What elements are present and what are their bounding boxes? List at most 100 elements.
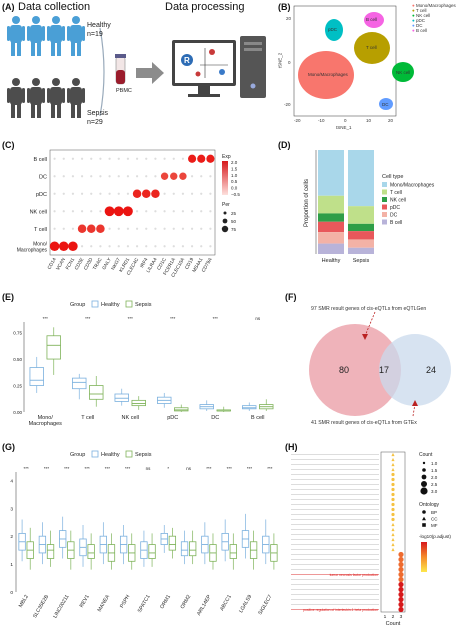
celltype-tick-0: B cell: [34, 157, 47, 163]
tsne-ylabel: tSNE_2: [277, 52, 283, 69]
dot-CD1C: [160, 172, 169, 180]
panel-a: (A) Data collection Data processing: [0, 0, 270, 135]
legend-swatch-5: [382, 219, 387, 225]
highlight-term-0: tumor necrosis factor production: [330, 573, 379, 577]
server-tower-icon: [240, 36, 266, 98]
xtick-5: PSPH: [119, 594, 131, 609]
cluster-label-bcell: B cell: [366, 17, 378, 22]
panel-f-label: (F): [285, 292, 297, 302]
dot-bg: [181, 157, 185, 160]
ontology-shape-2: [422, 523, 426, 527]
panel-b: (B) B cell pDC T cell Mono/Macrophages N…: [277, 0, 474, 135]
celltype-tick-1: DC: [39, 174, 47, 180]
dot-bg: [126, 192, 130, 195]
go-point: [391, 497, 395, 502]
gene-tick-CD1C: CD1C: [156, 257, 168, 272]
go-point: [391, 482, 395, 487]
bar-Healthy-4: [318, 232, 344, 244]
dot-CD79A: [206, 154, 215, 163]
dot-CD14: [49, 241, 60, 252]
bar-Healthy-2: [318, 213, 344, 222]
go-xtick-2: 3: [400, 614, 403, 620]
per-dot-2: [221, 225, 229, 233]
sig-0: ***: [24, 466, 30, 471]
dot-bg: [62, 210, 65, 213]
monitor-icon: R: [172, 40, 236, 97]
cluster-label-nk: NK cell: [396, 70, 411, 75]
dot-bg: [190, 245, 194, 248]
data-collection-title: Data collection: [18, 1, 91, 13]
panel-a-label: (A): [2, 2, 15, 12]
ytick-2: 0.50: [13, 357, 22, 362]
venn-left-count: 80: [339, 365, 350, 375]
count-tick-1: 1.5: [431, 468, 438, 473]
go-point: [398, 551, 404, 558]
dot-bg: [108, 227, 111, 230]
ytick-4: 4: [10, 478, 13, 484]
go-point: [391, 457, 395, 462]
dot-bg: [190, 210, 194, 213]
panel-f: (F) 97 SMR result genes of cis-eQTLs fro…: [285, 292, 474, 440]
dot-bg: [145, 157, 148, 160]
exp-tick-2: 1.0: [231, 173, 238, 178]
healthy-people-icon: [7, 16, 85, 56]
tsne-ytick-2: 20: [286, 16, 292, 21]
celltype-tick-4: T cell: [34, 227, 47, 233]
dot-bg: [90, 175, 93, 178]
panel-c: (C) CD14 VCAN FCN1 CD3E CD3D TRAC GNLY NKG7 KLRD…: [0, 140, 270, 288]
cluster-mono: [298, 51, 354, 99]
dot-bg: [90, 157, 93, 160]
count-dot-2: [421, 474, 427, 480]
legend-label-4: DC: [390, 213, 398, 219]
tsne-ytick-1: 0: [288, 60, 291, 65]
dot-bg: [145, 175, 148, 178]
go-xlabel: Count: [386, 621, 401, 627]
dot-bg: [209, 192, 212, 195]
dot-bg: [117, 175, 120, 178]
exp-tick-3: 0.5: [231, 179, 238, 184]
per-tick-2: 75: [231, 227, 237, 232]
dot-bg: [90, 245, 93, 248]
tsne-ytick-0: -20: [284, 102, 291, 107]
sig-6: ns: [146, 466, 152, 471]
xtick-4-0: DC: [211, 415, 219, 421]
healthy-n: n=19: [87, 31, 103, 38]
dot-KLRD1: [122, 206, 133, 217]
count-dot-1: [422, 468, 426, 472]
box-healthy-2: [114, 393, 129, 402]
sepsis-label: Sepsis: [87, 110, 109, 117]
box-healthy-5: [242, 405, 257, 410]
exp-legend-title: Exp: [222, 154, 231, 160]
gene-tick-CD19: CD19: [184, 257, 195, 271]
dot-bg: [135, 245, 139, 248]
dot-bg: [117, 227, 120, 230]
dot-bg: [80, 157, 84, 160]
dot-bg: [80, 175, 84, 178]
legend-bcell: B cell: [415, 28, 427, 33]
dot-bg: [90, 210, 93, 213]
bar-Healthy-5: [318, 243, 344, 254]
dot-bg: [126, 245, 130, 248]
panel-e-label: (E): [2, 292, 14, 302]
legend-swatch-1: [125, 450, 133, 458]
dot-bg: [99, 245, 102, 248]
sig-4: ***: [213, 316, 219, 321]
gene-tick-CD79A: CD79A: [201, 256, 214, 273]
dotplot-frame: [49, 149, 216, 256]
sig-3: ***: [170, 316, 176, 321]
dot-bg: [117, 245, 120, 248]
sig-8: ns: [186, 466, 192, 471]
tsne-xtick-0: -20: [294, 118, 301, 123]
sig-1: ***: [44, 466, 50, 471]
tsne-xlabel: tSNE_1: [336, 125, 352, 130]
legend-title: Cell type: [382, 174, 403, 180]
ontology-label-1: CC: [431, 517, 438, 522]
sig-10: ***: [227, 466, 233, 471]
panel-g-label: (G): [2, 442, 15, 452]
gene-tick-CD14: CD14: [46, 257, 57, 271]
dot-bg: [145, 227, 148, 230]
go-point: [391, 527, 395, 532]
xtick-3: REV1: [79, 594, 91, 609]
legend-label-0: Mono/Macrophages: [390, 183, 435, 189]
ytick-3: 3: [10, 506, 13, 512]
